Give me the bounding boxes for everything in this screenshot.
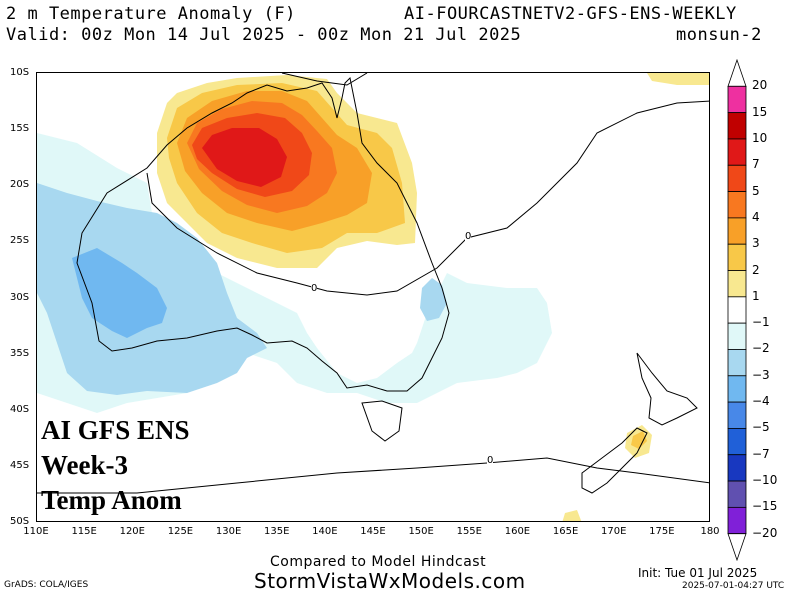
map-canvas xyxy=(37,73,709,521)
colorbar-label: −4 xyxy=(752,394,770,409)
longitude-label: 180 xyxy=(700,526,720,537)
longitude-label: 145E xyxy=(360,526,386,537)
valid-period: Valid: 00z Mon 14 Jul 2025 - 00z Mon 21 … xyxy=(6,25,522,45)
longitude-label: 120E xyxy=(119,526,145,537)
longitude-label: 135E xyxy=(264,526,290,537)
colorbar-label: 10 xyxy=(752,130,768,145)
latitude-label: 40S xyxy=(10,403,30,415)
site-name: StormVistaWxModels.com xyxy=(254,569,526,593)
colorbar-swatch xyxy=(727,401,747,429)
latitude-label: 50S xyxy=(10,516,30,527)
colorbar-label: 20 xyxy=(752,78,768,93)
latitude-label: 30S xyxy=(10,291,30,303)
latitude-label: 45S xyxy=(10,459,30,471)
warm-anomaly-7F-region xyxy=(202,128,287,187)
overlay-line-variable: Temp Anom xyxy=(41,485,182,515)
latitude-label: 10S xyxy=(10,67,30,78)
tasmania-coastline xyxy=(361,400,403,442)
longitude-label: 115E xyxy=(71,526,97,537)
colorbar-swatch xyxy=(727,428,747,456)
colorbar-label: −2 xyxy=(752,341,770,356)
colorbar-label: −10 xyxy=(752,473,778,488)
warm-anomaly-new-zealand-core xyxy=(631,431,647,449)
colorbar-swatch xyxy=(727,533,747,561)
run-name: monsun-2 xyxy=(676,25,762,45)
colorbar-swatch xyxy=(727,112,747,140)
colorbar-label: −3 xyxy=(752,367,770,382)
colorbar-label: 2 xyxy=(752,262,760,277)
overlay-line-week: Week-3 xyxy=(41,450,128,480)
colorbar-swatch xyxy=(727,322,747,350)
contour-label: 0 xyxy=(487,455,494,466)
colorbar-label: −15 xyxy=(752,499,778,514)
grads-credit: GrADS: COLA/IGES xyxy=(4,580,89,590)
colorbar-label: 4 xyxy=(752,209,760,224)
colorbar-swatch xyxy=(727,164,747,192)
colorbar-swatch xyxy=(727,85,747,114)
colorbar-swatches xyxy=(727,59,747,561)
cool-anomaly-medium-region-east xyxy=(420,278,447,321)
zero-contour-line xyxy=(146,100,709,296)
latitude-label: 35S xyxy=(10,347,30,359)
colorbar-swatch xyxy=(727,454,747,482)
colorbar-swatch xyxy=(727,349,747,377)
colorbar-label: 15 xyxy=(752,104,768,119)
colorbar-label: 5 xyxy=(752,183,760,198)
longitude-label: 160E xyxy=(504,526,531,537)
longitude-label: 110E xyxy=(23,526,49,537)
colorbar-swatch xyxy=(727,243,747,271)
colorbar-label: −5 xyxy=(752,420,770,435)
colorbar-swatch xyxy=(727,375,747,403)
longitude-label: 165E xyxy=(552,526,579,537)
australia-coastline xyxy=(76,76,450,392)
longitude-label: 140E xyxy=(312,526,338,537)
model-name: AI-FOURCASTNETV2-GFS-ENS-WEEKLY xyxy=(404,4,737,24)
new-guinea-coastline xyxy=(281,73,368,86)
overlay-line-model: AI GFS ENS xyxy=(41,415,190,445)
longitude-label: 170E xyxy=(601,526,627,537)
map-title: 2 m Temperature Anomaly (F) xyxy=(6,4,296,24)
colorbar-label: 1 xyxy=(752,288,760,303)
latitude-label: 25S xyxy=(10,235,30,247)
latitude-label: 20S xyxy=(10,179,30,191)
colorbar-swatch xyxy=(727,480,747,508)
cool-anomaly-strong-region xyxy=(72,248,167,338)
timestamp: 2025-07-01-04:27 UTC xyxy=(682,581,785,591)
colorbar-swatch xyxy=(727,59,747,87)
init-time: Init: Tue 01 Jul 2025 xyxy=(638,566,758,580)
contour-label: 0 xyxy=(465,231,472,242)
contour-label: 0 xyxy=(311,283,318,294)
anomaly-map: 0 0 0 AI GFS ENS Week-3 Temp Anom xyxy=(36,72,710,522)
warm-anomaly-east-edge xyxy=(647,73,709,85)
colorbar-label: 3 xyxy=(752,236,760,251)
colorbar-swatch xyxy=(727,270,747,298)
longitude-label: 175E xyxy=(649,526,675,537)
warm-anomaly-south xyxy=(562,510,582,521)
overlay-label: AI GFS ENS Week-3 Temp Anom xyxy=(41,413,190,518)
new-zealand-south-island xyxy=(581,427,648,494)
colorbar-label: −7 xyxy=(752,446,770,461)
zero-contour-line-south xyxy=(37,457,709,494)
colorbar-label: −1 xyxy=(752,315,770,330)
colorbar-label: −20 xyxy=(752,525,778,540)
longitude-label: 125E xyxy=(167,526,194,537)
colorbar-swatch xyxy=(727,506,747,535)
colorbar-swatch xyxy=(727,191,747,219)
new-zealand-north-island xyxy=(636,352,698,426)
colorbar-label: 7 xyxy=(752,157,760,172)
longitude-label: 130E xyxy=(215,526,242,537)
longitude-label: 150E xyxy=(408,526,434,537)
hindcast-note: Compared to Model Hindcast xyxy=(270,554,487,570)
latitude-label: 15S xyxy=(10,123,30,135)
colorbar-swatch xyxy=(727,217,747,245)
colorbar-swatch xyxy=(727,296,747,324)
longitude-label: 155E xyxy=(456,526,482,537)
colorbar-swatch xyxy=(727,138,747,166)
